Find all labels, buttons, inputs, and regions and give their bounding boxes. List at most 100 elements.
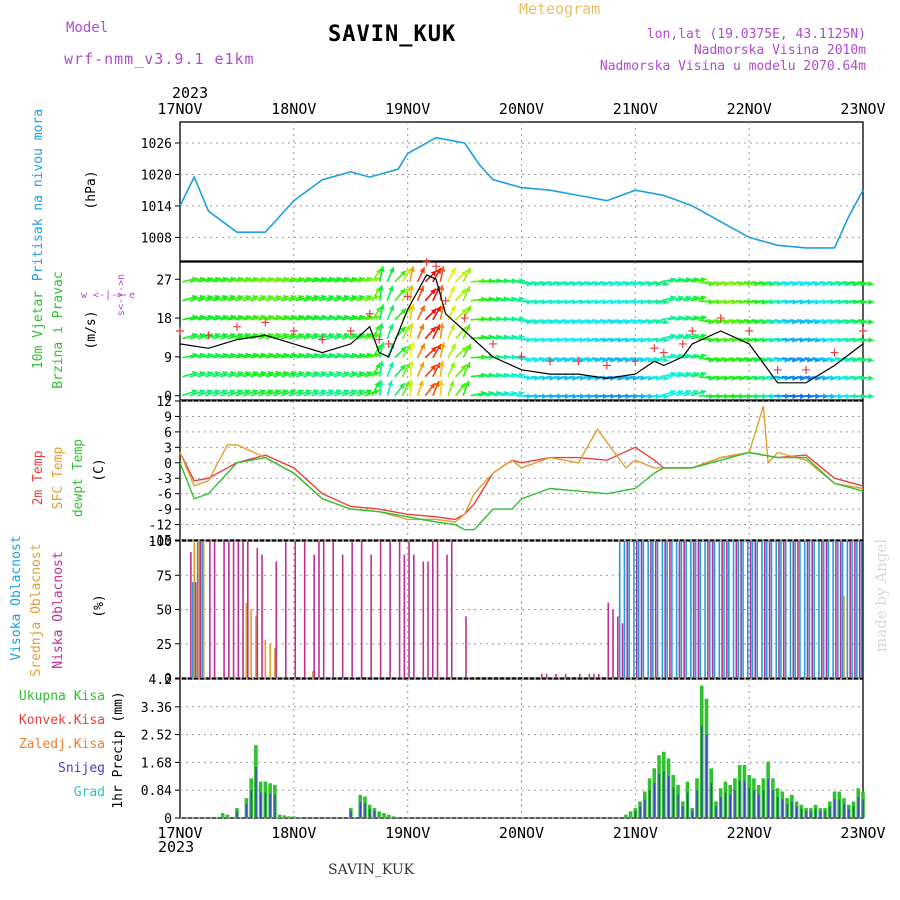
wind-arrow-head — [409, 266, 415, 272]
pressure-line — [179, 136, 864, 249]
precip-snow-bar — [658, 773, 660, 818]
y-tick-label: 4.2 — [149, 673, 172, 688]
precip-snow-bar — [724, 792, 727, 818]
precip-snow-bar — [667, 776, 670, 818]
wind-gust-marker — [631, 357, 640, 366]
wind-arrow-head — [335, 389, 342, 395]
precip-snow-bar — [734, 790, 736, 818]
precip-snow-bar — [260, 792, 262, 818]
wind-arrow-head — [305, 389, 312, 395]
wind-arrow-head — [400, 270, 407, 277]
precip-snow-bar — [634, 811, 637, 818]
wind-arrow-head — [237, 389, 243, 395]
wind-arrow-head — [259, 389, 266, 395]
wind-gust-marker — [489, 339, 498, 348]
y-tick-label: 1026 — [141, 137, 172, 152]
precip-legend-conv: Konvek.Kisa — [19, 713, 105, 728]
wind-arrow-head — [399, 288, 406, 295]
wind-arrow-head — [868, 375, 874, 381]
precip-snow-bar — [810, 811, 812, 818]
precip-snow-bar — [786, 804, 788, 818]
precip-total-bar — [377, 811, 382, 818]
year-bottom: 2023 — [158, 838, 194, 856]
model-elevation-label: Nadmorska Visina u modelu 2070.64m — [599, 59, 866, 74]
precip-snow-bar — [814, 808, 817, 818]
y-tick-label: 25 — [156, 638, 172, 653]
model-label: Model — [66, 20, 109, 36]
precip-snow-bar — [758, 794, 760, 818]
wind-arrow-head — [450, 267, 456, 274]
wind-arrow-head — [449, 362, 456, 369]
precip-total-bar — [282, 815, 287, 818]
precip-snow-bar — [777, 797, 779, 818]
wind-arrow-head — [221, 389, 228, 395]
wind-arrow-head — [379, 266, 385, 272]
precip-ylabel: 1hr Precip (mm) — [111, 691, 126, 808]
wind-arrow-head — [430, 364, 436, 371]
cloud-ylabel-3: Niska Oblacnost — [51, 551, 66, 668]
wind-arrow-head — [700, 371, 707, 378]
wind-gust-marker — [346, 327, 355, 335]
precip-snow-bar — [672, 787, 675, 818]
wind-arrow-head — [867, 280, 874, 287]
y-tick-label: 50 — [156, 604, 172, 619]
wind-gust-marker — [441, 296, 450, 305]
precip-snow-bar — [350, 811, 352, 818]
wind-arrow-head — [435, 362, 441, 369]
wind-arrow-head — [405, 268, 411, 275]
wind-arrow-head — [405, 324, 411, 331]
wind-gust-marker — [517, 352, 526, 361]
y-tick-label: 3 — [164, 441, 172, 456]
wind-arrow-head — [244, 389, 251, 395]
wind-gust-marker — [859, 327, 867, 335]
y-tick-label: 9 — [164, 410, 172, 425]
y-tick-label: 0 — [164, 390, 172, 405]
x-tick-label-top: 20NOV — [499, 100, 544, 118]
wind-arrow-head — [418, 285, 425, 292]
wind-arrow-head — [867, 356, 874, 363]
wind-arrow-head — [464, 380, 470, 387]
precip-snow-bar — [720, 797, 722, 818]
precip-legend-total: Ukupna Kisa — [19, 689, 105, 704]
precip-snow-bar — [269, 793, 271, 818]
wind-arrow-head — [700, 295, 707, 301]
precip-snow-bar — [682, 806, 684, 818]
precip-snow-bar — [653, 783, 656, 818]
y-tick-label: 1014 — [141, 200, 172, 215]
wind-arrow-head — [343, 389, 350, 395]
precip-legend-snow: Snijeg — [58, 761, 105, 776]
wind-compass-h: w <-|-> e — [81, 290, 135, 301]
precip-snow-bar — [710, 783, 713, 818]
wind-arrow-head — [450, 343, 456, 350]
wind-arrow-head — [350, 389, 357, 395]
wind-arrow-head — [439, 342, 446, 348]
wind-arrow-head — [366, 389, 372, 395]
wind-arrow-head — [430, 308, 437, 315]
wind-gust-marker — [773, 365, 782, 374]
x-tick-label-bottom: 17NOV — [157, 824, 202, 842]
wind-arrow-head — [229, 389, 236, 395]
temp-ylabel-3: dewpt Temp — [71, 439, 86, 517]
meteogram-label: Meteogram — [519, 0, 601, 18]
wind-arrow-head — [409, 304, 416, 310]
wind-arrow-head — [430, 346, 437, 353]
wind-gust-marker — [365, 309, 374, 318]
wind-arrow-head — [399, 326, 406, 333]
footer-station: SAVIN_KUK — [328, 862, 415, 878]
precip-legend-grad: Grad — [74, 785, 105, 800]
wind-arrow-head — [419, 267, 425, 274]
y-tick-label: 3.36 — [141, 701, 172, 716]
wind-arrow-head — [700, 315, 707, 321]
cloud-ylabel-1: Visoka Oblacnost — [9, 535, 24, 660]
precip-snow-bar — [715, 806, 717, 818]
wind-gust-marker — [802, 365, 811, 374]
wind-arrow-head — [375, 324, 381, 331]
wind-arrow-head — [388, 361, 394, 368]
wind-arrow-head — [374, 381, 380, 388]
wind-gust-marker — [688, 327, 697, 335]
wind-arrow-head — [465, 267, 471, 274]
x-tick-label-top: 18NOV — [271, 100, 316, 118]
precip-snow-bar — [696, 790, 698, 818]
wind-arrow-head — [377, 379, 384, 386]
y-tick-label: 0 — [164, 457, 172, 472]
